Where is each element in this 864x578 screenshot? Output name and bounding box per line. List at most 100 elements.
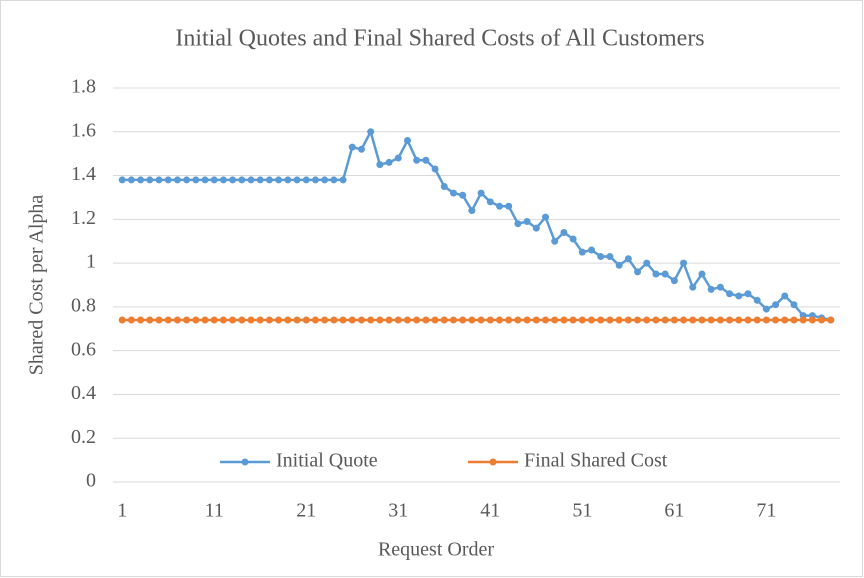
point bbox=[137, 316, 145, 324]
legend-marker bbox=[489, 458, 497, 466]
point bbox=[256, 176, 264, 184]
point bbox=[357, 316, 365, 324]
point bbox=[496, 316, 504, 324]
y-tick-label: 1.4 bbox=[71, 163, 96, 185]
point bbox=[477, 189, 485, 197]
point bbox=[689, 316, 697, 324]
point bbox=[238, 316, 246, 324]
point bbox=[173, 176, 181, 184]
point bbox=[505, 316, 513, 324]
point bbox=[578, 316, 586, 324]
point bbox=[624, 316, 632, 324]
point bbox=[413, 316, 421, 324]
y-tick-label: 1.6 bbox=[71, 119, 96, 141]
point bbox=[265, 316, 273, 324]
y-tick-label: 1.8 bbox=[71, 76, 96, 98]
point bbox=[818, 316, 826, 324]
point bbox=[229, 176, 237, 184]
point bbox=[670, 316, 678, 324]
point bbox=[505, 202, 513, 210]
point bbox=[735, 316, 743, 324]
point bbox=[588, 316, 596, 324]
x-tick-label: 41 bbox=[480, 500, 500, 522]
point bbox=[615, 261, 623, 269]
point bbox=[542, 316, 550, 324]
point bbox=[293, 316, 301, 324]
point bbox=[790, 316, 798, 324]
point bbox=[210, 176, 218, 184]
point bbox=[468, 207, 476, 215]
legend-label: Initial Quote bbox=[276, 450, 378, 472]
x-tick-label: 51 bbox=[572, 500, 592, 522]
point bbox=[440, 183, 448, 190]
point bbox=[293, 176, 301, 184]
point bbox=[265, 176, 273, 184]
point bbox=[146, 176, 154, 184]
point bbox=[661, 270, 669, 278]
point bbox=[726, 316, 734, 324]
point bbox=[468, 316, 476, 324]
point bbox=[339, 316, 347, 324]
point bbox=[247, 316, 255, 324]
point bbox=[164, 176, 172, 184]
point bbox=[219, 316, 227, 324]
point bbox=[698, 270, 706, 278]
point bbox=[440, 316, 448, 324]
point bbox=[781, 292, 789, 300]
y-tick-label: 1 bbox=[86, 251, 96, 273]
point bbox=[431, 316, 439, 324]
point bbox=[726, 290, 734, 298]
point bbox=[698, 316, 706, 324]
point bbox=[229, 316, 237, 324]
point bbox=[634, 268, 642, 276]
point bbox=[449, 189, 457, 197]
x-tick-label: 31 bbox=[388, 500, 408, 522]
point bbox=[348, 143, 356, 151]
point bbox=[661, 316, 669, 324]
point bbox=[118, 316, 126, 324]
point bbox=[431, 165, 439, 173]
point bbox=[680, 316, 688, 324]
x-tick-label: 61 bbox=[664, 500, 684, 522]
point bbox=[744, 290, 752, 298]
y-tick-label: 0.6 bbox=[71, 338, 96, 360]
point bbox=[716, 283, 724, 291]
point bbox=[403, 137, 411, 145]
point bbox=[680, 259, 688, 267]
point bbox=[403, 316, 411, 324]
point bbox=[597, 316, 605, 324]
point bbox=[321, 316, 329, 324]
legend-label: Final Shared Cost bbox=[524, 450, 668, 472]
point bbox=[422, 316, 430, 324]
point bbox=[183, 316, 191, 324]
point bbox=[385, 158, 393, 166]
point bbox=[744, 316, 752, 324]
point bbox=[127, 316, 135, 324]
point bbox=[643, 259, 651, 267]
point bbox=[422, 156, 430, 164]
point bbox=[201, 176, 209, 184]
point bbox=[707, 285, 715, 293]
x-tick-label: 11 bbox=[205, 500, 224, 522]
point bbox=[376, 316, 384, 324]
point bbox=[321, 176, 329, 184]
point bbox=[790, 301, 798, 309]
point bbox=[634, 316, 642, 324]
point bbox=[413, 156, 421, 164]
point bbox=[385, 316, 393, 324]
point bbox=[376, 161, 384, 169]
point bbox=[606, 253, 614, 261]
point bbox=[670, 277, 678, 285]
point bbox=[496, 202, 504, 210]
point bbox=[652, 316, 660, 324]
point bbox=[827, 316, 835, 324]
point bbox=[449, 316, 457, 324]
point bbox=[578, 248, 586, 256]
y-tick-label: 1.2 bbox=[71, 207, 96, 229]
point bbox=[348, 316, 356, 324]
point bbox=[201, 316, 209, 324]
point bbox=[799, 316, 807, 324]
point bbox=[284, 176, 292, 184]
point bbox=[394, 154, 402, 162]
